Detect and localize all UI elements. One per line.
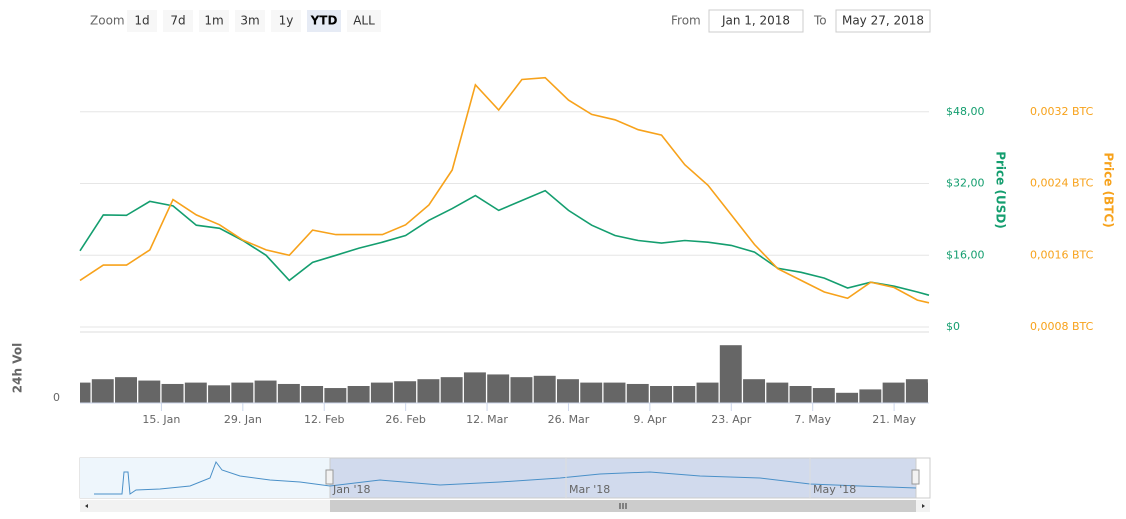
volume-bar xyxy=(231,382,254,403)
zoom-button-label[interactable]: 1d xyxy=(134,14,149,28)
zoom-label: Zoom xyxy=(90,14,125,28)
y2-tick-label: 0,0024 BTC xyxy=(1030,177,1094,190)
volume-bar xyxy=(394,381,417,403)
to-label: To xyxy=(813,14,827,28)
navigator-handle[interactable] xyxy=(911,469,920,485)
x-tick-label: 26. Feb xyxy=(385,413,425,426)
zoom-button-label[interactable]: 1y xyxy=(279,14,294,28)
volume-bar xyxy=(603,382,626,403)
y2-axis-title: Price (BTC) xyxy=(1102,152,1116,227)
zoom-button[interactable] xyxy=(271,10,301,32)
volume-bar xyxy=(463,372,486,403)
volume-bar xyxy=(533,375,556,403)
y-tick-label: $48,00 xyxy=(946,105,985,118)
volume-bar xyxy=(812,388,835,403)
zoom-button-label[interactable]: 3m xyxy=(240,14,259,28)
volume-bar xyxy=(696,382,719,403)
volume-bar xyxy=(91,379,114,403)
volume-bar xyxy=(487,374,510,403)
x-tick-label: 21. May xyxy=(872,413,916,426)
x-tick-label: 12. Mar xyxy=(466,413,508,426)
volume-bar xyxy=(440,377,463,403)
volume-bar xyxy=(556,379,579,403)
volume-bar xyxy=(917,382,928,403)
volume-bar xyxy=(208,385,231,403)
volume-bar xyxy=(789,386,812,403)
y2-tick-label: 0,0032 BTC xyxy=(1030,105,1094,118)
volume-bar xyxy=(138,380,161,403)
volume-bar xyxy=(347,386,370,403)
zoom-button[interactable] xyxy=(347,10,381,32)
y-tick-label: $0 xyxy=(946,320,960,333)
price-line xyxy=(79,76,930,304)
y2-tick-label: 0,0016 BTC xyxy=(1030,248,1094,261)
zoom-button-label[interactable]: ALL xyxy=(353,14,375,28)
volume-bar xyxy=(161,383,184,403)
navigator-handle[interactable] xyxy=(325,469,334,485)
volume-bar xyxy=(743,379,766,403)
zoom-button-label[interactable]: 1m xyxy=(204,14,223,28)
volume-bar xyxy=(115,377,137,403)
volume-bar xyxy=(836,392,859,403)
volume-bar xyxy=(580,382,603,403)
x-tick-label: 26. Mar xyxy=(548,413,590,426)
zoom-button[interactable] xyxy=(127,10,157,32)
volume-bar xyxy=(277,383,300,403)
zoom-button-label[interactable]: YTD xyxy=(310,14,338,28)
y-tick-label: $16,00 xyxy=(946,248,985,261)
x-tick-label: 23. Apr xyxy=(711,413,751,426)
volume-bar xyxy=(370,382,393,403)
volume-bar xyxy=(184,382,207,403)
volume-bar xyxy=(626,383,649,403)
x-tick-label: 7. May xyxy=(794,413,831,426)
zoom-button[interactable] xyxy=(163,10,193,32)
volume-bar xyxy=(673,386,696,403)
volume-tick-label: 0 xyxy=(53,391,60,404)
from-value[interactable]: Jan 1, 2018 xyxy=(721,14,790,28)
x-tick-label: 12. Feb xyxy=(304,413,344,426)
from-input[interactable] xyxy=(708,9,804,33)
volume-bar xyxy=(719,345,742,403)
navigator-outside xyxy=(80,458,330,498)
volume-bar xyxy=(882,382,905,403)
zoom-button[interactable] xyxy=(307,10,341,32)
y2-tick-label: 0,0008 BTC xyxy=(1030,320,1094,333)
x-tick-label: 9. Apr xyxy=(633,413,666,426)
volume-bar xyxy=(510,377,533,403)
zoom-button[interactable] xyxy=(199,10,229,32)
to-value[interactable]: May 27, 2018 xyxy=(842,14,924,28)
volume-bar xyxy=(324,388,347,403)
y-axis-title: Price (USD) xyxy=(994,151,1008,229)
navigator-line xyxy=(94,460,917,495)
zoom-button[interactable] xyxy=(235,10,265,32)
volume-bar xyxy=(301,386,324,403)
volume-bar xyxy=(766,382,789,403)
volume-axis-title: 24h Vol xyxy=(11,343,25,393)
price-line xyxy=(79,189,930,296)
x-tick-label: 15. Jan xyxy=(142,413,180,426)
navigator-label: May '18 xyxy=(813,483,856,496)
scrollbar-grip xyxy=(619,503,627,509)
from-label: From xyxy=(671,14,701,28)
navigator-label: Mar '18 xyxy=(569,483,610,496)
volume-bar xyxy=(859,389,882,403)
zoom-button-label[interactable]: 7d xyxy=(170,14,185,28)
y-tick-label: $32,00 xyxy=(946,177,985,190)
volume-bar xyxy=(650,386,672,403)
volume-bar xyxy=(80,382,91,403)
volume-bar xyxy=(254,380,277,403)
volume-bar xyxy=(417,379,440,403)
navigator-label: Jan '18 xyxy=(332,483,370,496)
to-input[interactable] xyxy=(835,9,931,33)
x-tick-label: 29. Jan xyxy=(224,413,262,426)
